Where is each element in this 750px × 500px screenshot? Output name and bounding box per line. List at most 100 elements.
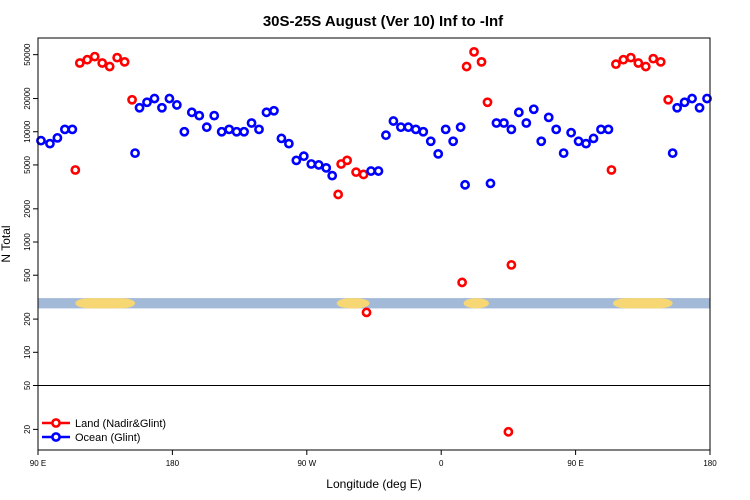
data-point [298, 151, 309, 162]
legend-marker [51, 432, 61, 442]
data-point [333, 189, 344, 200]
data-point [149, 93, 160, 104]
data-point [663, 94, 674, 105]
series-land [70, 46, 674, 437]
data-point [625, 52, 636, 63]
y-axis-title: N Total [0, 225, 13, 262]
data-point [596, 124, 606, 135]
data-point [239, 126, 249, 137]
ocean-band [38, 298, 710, 309]
data-point [618, 54, 629, 65]
data-point [521, 118, 532, 128]
data-point [679, 97, 690, 108]
y-tick-label: 500 [23, 268, 32, 282]
data-point [672, 102, 683, 113]
y-tick-label: 20 [23, 424, 32, 433]
data-point [216, 126, 227, 137]
data-point [588, 133, 599, 144]
data-point [209, 110, 220, 121]
data-point [503, 426, 514, 437]
y-axis: 20 50 100 200 500 1000 2000 5000 10000 20000 50000 [23, 43, 38, 434]
data-point [130, 148, 140, 159]
data-point [640, 61, 651, 72]
data-point [36, 135, 46, 146]
y-tick-label: 2000 [23, 199, 32, 217]
legend-marker [51, 418, 61, 428]
chart-title: 30S-25S August (Ver 10) Inf to -Inf [263, 13, 504, 30]
data-point [395, 122, 406, 133]
data-point [460, 179, 470, 190]
data-point [157, 102, 167, 113]
data-point [558, 148, 569, 159]
data-point [134, 102, 145, 113]
series-ocean [36, 93, 712, 190]
data-point [485, 178, 496, 189]
x-tick-label: 90 E [30, 459, 46, 468]
data-point [306, 159, 317, 169]
data-point [171, 100, 182, 110]
data-point [469, 46, 479, 57]
coverage-band [38, 298, 710, 309]
land-band-1 [336, 298, 370, 309]
x-tick-label: 180 [166, 459, 180, 468]
data-point [313, 160, 324, 170]
y-tick-label: 5000 [23, 155, 32, 173]
data-point [476, 56, 487, 67]
legend-label: Land (Nadir&Glint) [75, 418, 166, 430]
data-point [89, 51, 100, 62]
data-point [648, 53, 659, 64]
data-point [425, 136, 436, 147]
data-point [142, 97, 152, 108]
data-point [694, 102, 705, 113]
y-tick-label: 1000 [23, 233, 32, 251]
data-point [606, 165, 617, 175]
data-point [381, 130, 391, 141]
data-point [361, 307, 372, 318]
data-point [506, 260, 517, 270]
data-point [543, 112, 554, 123]
data-point [551, 124, 562, 135]
y-tick-label: 50000 [23, 43, 32, 66]
data-point [291, 155, 302, 166]
data-point [506, 124, 517, 135]
land-band-2 [463, 298, 489, 309]
data-point [566, 127, 577, 138]
data-point [201, 122, 212, 133]
data-point [194, 110, 205, 121]
data-point [513, 107, 524, 118]
data-point [457, 277, 468, 288]
data-point [276, 133, 287, 144]
data-point [59, 124, 70, 135]
data-point [358, 169, 369, 180]
data-point [97, 58, 108, 68]
data-point [581, 138, 591, 149]
data-point [667, 148, 678, 159]
data-point [254, 124, 264, 135]
x-tick-label: 90 E [567, 459, 583, 468]
data-point [45, 138, 55, 149]
data-point [410, 124, 421, 135]
land-band-3 [612, 298, 673, 309]
data-point [186, 107, 197, 118]
x-tick-label: 180 [703, 459, 717, 468]
legend-label: Ocean (Glint) [75, 432, 140, 444]
data-point [67, 124, 78, 135]
data-point [433, 148, 444, 159]
data-point [231, 126, 242, 137]
data-point [403, 122, 414, 133]
data-point [655, 56, 666, 67]
x-tick-label: 0 [439, 459, 444, 468]
data-point [448, 136, 459, 147]
data-point [440, 124, 451, 135]
data-point [573, 136, 584, 147]
data-point [366, 166, 376, 176]
data-point [74, 58, 85, 68]
data-point [603, 124, 614, 135]
data-point [179, 126, 190, 137]
x-axis-title: Longitude (deg E) [326, 477, 421, 491]
data-point [342, 155, 353, 166]
data-point [461, 61, 472, 72]
data-point [327, 170, 338, 181]
data-point [261, 107, 272, 118]
